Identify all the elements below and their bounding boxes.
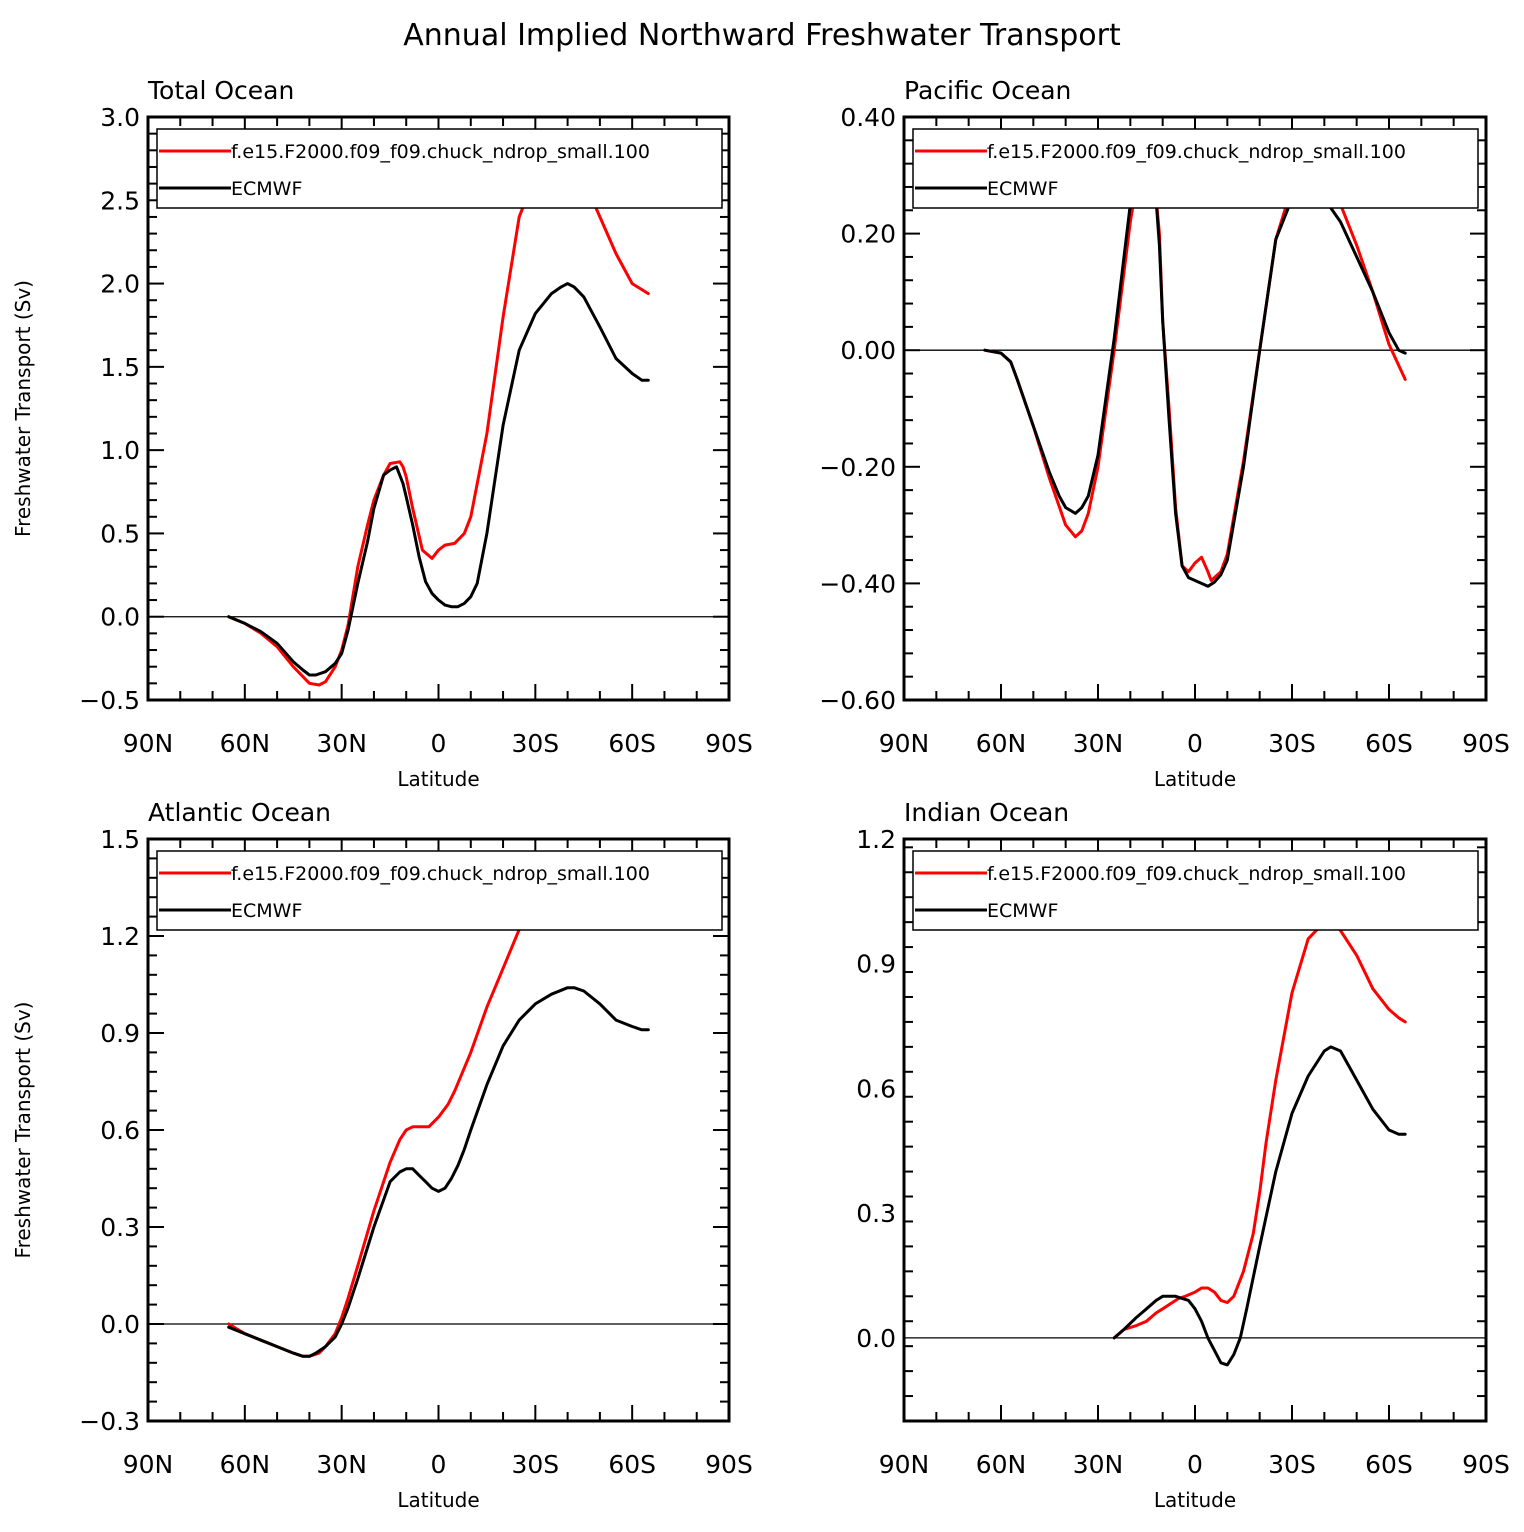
x-tick-label: 30N [1073,1450,1124,1479]
x-tick-label: 90S [705,1450,753,1479]
x-tick-label: 90N [123,729,174,758]
plot-frame [902,115,1488,702]
y-tick-label: 1.5 [100,353,140,382]
x-axis-label: Latitude [397,1488,479,1512]
plot-frame [146,115,731,702]
plot-frame [146,837,731,1423]
x-tick-label: 0 [431,1450,447,1479]
x-tick-label: 60N [220,729,271,758]
x-tick-label: 30N [1073,729,1124,758]
series-line-ecmwf [227,986,650,1358]
y-tick-label: 0.9 [100,1019,140,1048]
y-tick-label: 0.6 [100,1116,140,1145]
legend-label: ECMWF [231,178,302,200]
y-tick-label: −0.3 [79,1407,140,1436]
series-line-ecmwf [227,282,650,677]
y-tick-label: 0.20 [840,220,896,249]
legend-box [156,850,723,931]
x-axis-label: Latitude [397,767,479,791]
y-axis-label: Freshwater Transport (Sv) [11,280,35,537]
y-tick-label: 1.2 [100,922,140,951]
y-tick-label: 0.00 [840,336,896,365]
y-tick-label: −0.60 [819,686,896,715]
x-tick-label: 60N [976,729,1027,758]
series-line-model [1112,916,1407,1340]
y-tick-label: 1.5 [100,825,140,854]
legend-box [912,850,1479,931]
x-tick-label: 90S [1462,1450,1510,1479]
x-tick-label: 30S [511,729,559,758]
y-axis-label: Freshwater Transport (Sv) [11,1002,35,1259]
panel-atlantic-ocean: Atlantic Ocean −0.3 0.0 0.3 0.6 0.9 1.2 1.5 90N 6… [11,798,753,1512]
legend-label: ECMWF [987,900,1058,922]
panel-title: Total Ocean [147,76,294,105]
series-line-model [227,157,650,687]
y-tick-label: 0.3 [100,1213,140,1242]
legend-label: f.e15.F2000.f09_f09.chuck_ndrop_small.10… [987,863,1406,885]
panel-total-ocean: Total Ocean −0.5 0.0 0.5 1.0 1.5 2.0 2.5 3.0 90N 6… [11,76,753,791]
series-line-ecmwf [1112,1045,1407,1367]
x-tick-label: 60S [608,729,656,758]
panel-pacific-ocean: Pacific Ocean −0.60 −0.40 −0.20 0.00 0.20 0.40… [819,76,1509,791]
y-tick-label: 1.2 [856,825,896,854]
x-axis-label: Latitude [1154,1488,1236,1512]
legend-label: ECMWF [987,178,1058,200]
x-tick-label: 30S [1268,729,1316,758]
x-tick-label: 90S [1462,729,1510,758]
x-tick-label: 60N [976,1450,1027,1479]
x-tick-label: 0 [1187,1450,1203,1479]
legend-label: f.e15.F2000.f09_f09.chuck_ndrop_small.10… [987,141,1406,163]
y-tick-label: 0.0 [100,603,140,632]
x-tick-label: 30S [511,1450,559,1479]
y-tick-label: 1.0 [100,436,140,465]
legend-label: ECMWF [231,900,302,922]
y-tick-label: 0.6 [856,1074,896,1103]
y-tick-label: 0.3 [856,1199,896,1228]
x-tick-label: 90N [879,1450,930,1479]
panel-title: Indian Ocean [904,798,1069,827]
figure-title: Annual Implied Northward Freshwater Tran… [403,18,1121,53]
x-tick-label: 90N [879,729,930,758]
x-tick-label: 30S [1268,1450,1316,1479]
x-tick-label: 0 [431,729,447,758]
y-tick-label: 0.0 [100,1310,140,1339]
legend-box [156,128,723,209]
panel-title: Pacific Ocean [904,76,1071,105]
y-tick-label: 2.0 [100,270,140,299]
x-tick-label: 60N [220,1450,271,1479]
x-tick-label: 30N [316,729,367,758]
x-axis-label: Latitude [1154,767,1236,791]
y-tick-label: −0.5 [79,686,140,715]
y-tick-label: −0.20 [819,453,896,482]
y-tick-label: 2.5 [100,186,140,215]
y-tick-label: 3.0 [100,103,140,132]
y-tick-label: −0.40 [819,569,896,598]
x-tick-label: 60S [1365,729,1413,758]
legend-label: f.e15.F2000.f09_f09.chuck_ndrop_small.10… [231,141,650,163]
y-tick-label: 0.9 [856,950,896,979]
panel-indian-ocean: Indian Ocean 0.0 0.3 0.6 0.9 1.2 90N 60N 30N 0 30S… [856,798,1510,1512]
x-tick-label: 60S [608,1450,656,1479]
x-tick-label: 60S [1365,1450,1413,1479]
panel-title: Atlantic Ocean [148,798,331,827]
plot-frame [902,837,1488,1423]
series-line-model [983,150,1407,582]
legend-box [912,128,1479,209]
x-tick-label: 30N [316,1450,367,1479]
y-tick-label: 0.40 [840,103,896,132]
legend-label: f.e15.F2000.f09_f09.chuck_ndrop_small.10… [231,863,650,885]
x-tick-label: 90S [705,729,753,758]
x-tick-label: 90N [123,1450,174,1479]
y-tick-label: 0.0 [856,1324,896,1353]
y-tick-label: 0.5 [100,519,140,548]
x-tick-label: 0 [1187,729,1203,758]
